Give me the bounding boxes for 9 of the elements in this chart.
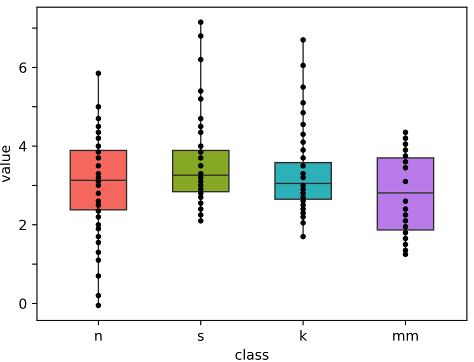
- x-tick-label: s: [198, 332, 204, 341]
- x-axis-title: class: [235, 349, 268, 360]
- y-tick-label: 0: [19, 298, 26, 309]
- x-tick-label: k: [300, 330, 308, 341]
- y-tick-label: 2: [19, 220, 26, 230]
- x-tick-label: mm: [393, 332, 418, 341]
- y-tick-label: 6: [19, 62, 26, 73]
- x-tick-label: n: [95, 332, 102, 341]
- y-tick-label: 4: [19, 141, 26, 152]
